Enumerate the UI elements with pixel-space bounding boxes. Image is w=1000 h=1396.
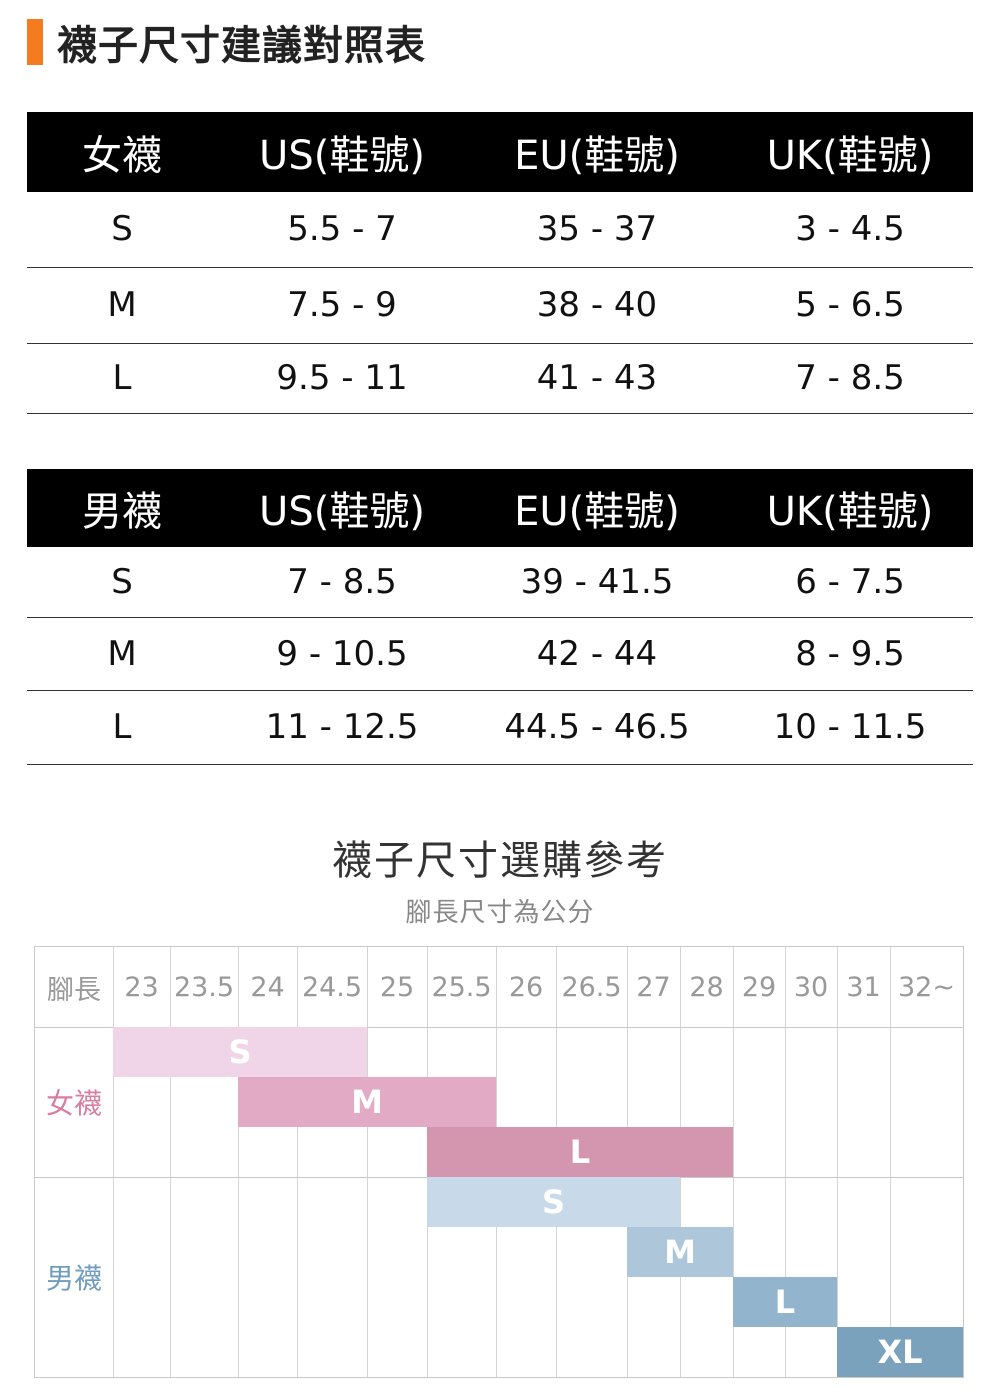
- us-cell: 7 - 8.5: [217, 547, 467, 618]
- column-header: 29: [741, 971, 777, 1003]
- column-header: 26.5: [561, 971, 622, 1003]
- column-header: 25.5: [431, 971, 492, 1003]
- grid-line: [297, 947, 298, 1377]
- grid-line: [733, 947, 734, 1377]
- column-header: 24.5: [301, 971, 363, 1003]
- size-range-chart: 腳長 23 23.5 24 24.5 25 25.5 26 26.5 27 28 29 30 31 32~ 女…: [34, 946, 964, 1378]
- chart-subtitle: 腳長尺寸為公分: [405, 898, 595, 928]
- size-range-bar: L: [427, 1127, 733, 1177]
- size-range-bar: M: [627, 1227, 733, 1277]
- eu-cell: 35 - 37: [467, 192, 727, 268]
- column-header: 32~: [898, 971, 955, 1003]
- size-cell: L: [27, 690, 217, 765]
- group-label: 女襪: [45, 1087, 102, 1120]
- uk-cell: 6 - 7.5: [727, 547, 973, 618]
- page-title: 襪子尺寸建議對照表: [57, 23, 426, 69]
- column-header: 26: [508, 971, 544, 1003]
- size-range-bar: S: [113, 1027, 367, 1077]
- size-range-bar: M: [238, 1077, 496, 1127]
- table-header-row: 女襪 US(鞋號) EU(鞋號) UK(鞋號): [27, 112, 973, 192]
- size-cell: M: [27, 617, 217, 691]
- grid-line: [367, 947, 368, 1377]
- table-row: L 11 - 12.5 44.5 - 46.5 10 - 11.5: [27, 690, 973, 765]
- grid-line: [35, 1027, 963, 1028]
- size-cell: S: [27, 192, 217, 268]
- uk-cell: 5 - 6.5: [727, 267, 973, 344]
- table-row: L 9.5 - 11 41 - 43 7 - 8.5: [27, 343, 973, 414]
- column-header: 27: [636, 971, 671, 1003]
- us-cell: 11 - 12.5: [217, 690, 467, 765]
- women-size-table: 女襪 US(鞋號) EU(鞋號) UK(鞋號) S 5.5 - 7 35 - 3…: [27, 112, 973, 414]
- table-row: S 5.5 - 7 35 - 37 3 - 4.5: [27, 192, 973, 268]
- size-cell: L: [27, 343, 217, 414]
- header-cell-category: 男襪: [27, 469, 217, 547]
- header-cell-uk: UK(鞋號): [727, 112, 973, 192]
- column-header: 31: [846, 971, 881, 1003]
- grid-line: [890, 947, 891, 1377]
- header-cell-us: US(鞋號): [217, 469, 467, 547]
- grid-line: [785, 947, 786, 1377]
- header-cell-eu: EU(鞋號): [467, 469, 727, 547]
- table-row: S 7 - 8.5 39 - 41.5 6 - 7.5: [27, 547, 973, 618]
- uk-cell: 10 - 11.5: [727, 690, 973, 765]
- accent-bar: [27, 19, 43, 65]
- header-cell-category: 女襪: [27, 112, 217, 192]
- table-header-row: 男襪 US(鞋號) EU(鞋號) UK(鞋號): [27, 469, 973, 547]
- table-row: M 7.5 - 9 38 - 40 5 - 6.5: [27, 267, 973, 344]
- eu-cell: 41 - 43: [467, 343, 727, 414]
- grid-line: [113, 947, 114, 1377]
- column-header: 30: [793, 971, 829, 1003]
- header-cell-eu: EU(鞋號): [467, 112, 727, 192]
- us-cell: 9.5 - 11: [217, 343, 467, 414]
- size-range-bar: S: [427, 1177, 680, 1227]
- column-header: 25: [379, 971, 415, 1003]
- foot-length-header: 腳長: [47, 974, 101, 1006]
- grid-line: [170, 947, 171, 1377]
- header-cell-us: US(鞋號): [217, 112, 467, 192]
- size-range-bar: L: [733, 1277, 837, 1327]
- uk-cell: 8 - 9.5: [727, 617, 973, 691]
- table-row: M 9 - 10.5 42 - 44 8 - 9.5: [27, 617, 973, 691]
- us-cell: 7.5 - 9: [217, 267, 467, 344]
- eu-cell: 44.5 - 46.5: [467, 690, 727, 765]
- size-cell: M: [27, 267, 217, 344]
- size-range-bar: XL: [837, 1327, 963, 1377]
- us-cell: 9 - 10.5: [217, 617, 467, 691]
- column-header: 28: [689, 971, 724, 1003]
- eu-cell: 42 - 44: [467, 617, 727, 691]
- group-label: 男襪: [45, 1262, 102, 1295]
- eu-cell: 39 - 41.5: [467, 547, 727, 618]
- us-cell: 5.5 - 7: [217, 192, 467, 268]
- page-header: 襪子尺寸建議對照表: [27, 14, 426, 70]
- men-size-table: 男襪 US(鞋號) EU(鞋號) UK(鞋號) S 7 - 8.5 39 - 4…: [27, 469, 973, 765]
- grid-line: [238, 947, 239, 1377]
- eu-cell: 38 - 40: [467, 267, 727, 344]
- header-cell-uk: UK(鞋號): [727, 469, 973, 547]
- column-header: 23: [124, 971, 159, 1003]
- size-cell: S: [27, 547, 217, 618]
- grid-line: [837, 947, 838, 1377]
- uk-cell: 7 - 8.5: [727, 343, 973, 414]
- column-header: 23.5: [173, 971, 235, 1003]
- uk-cell: 3 - 4.5: [727, 192, 973, 268]
- column-header: 24: [250, 971, 285, 1003]
- chart-title: 襪子尺寸選購參考: [332, 838, 668, 884]
